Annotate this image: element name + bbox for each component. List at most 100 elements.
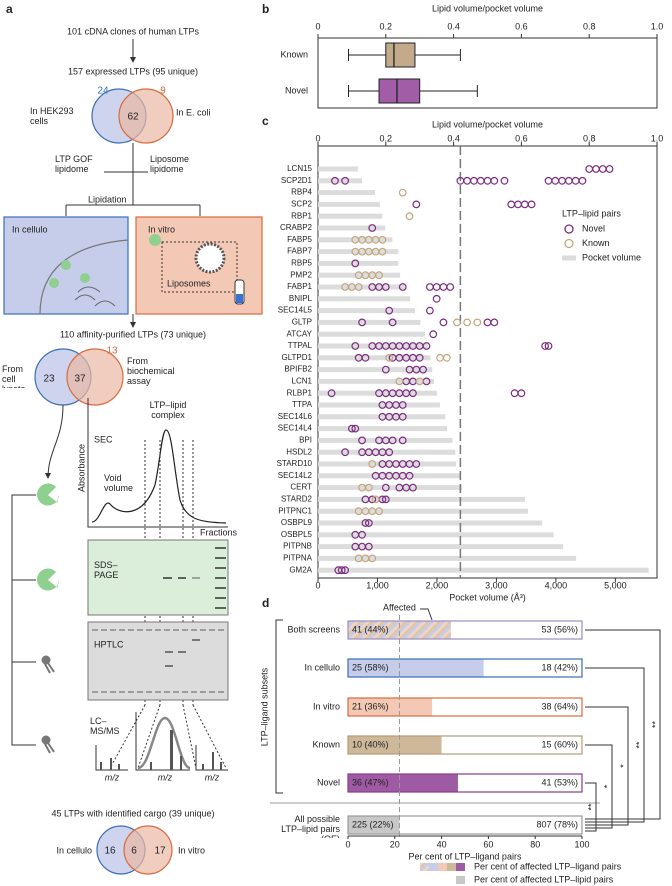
significance-label: * bbox=[602, 784, 612, 788]
data-point bbox=[375, 271, 383, 280]
x-tick-label: 0.8 bbox=[583, 21, 596, 31]
data-point bbox=[381, 495, 390, 504]
data-point bbox=[527, 200, 536, 209]
liposome bbox=[194, 242, 226, 274]
venn-label: In HEK293 cells bbox=[30, 106, 74, 126]
bar-outline bbox=[347, 773, 583, 793]
y-tick-label: Both screens bbox=[287, 624, 340, 634]
panel-label: c bbox=[262, 114, 269, 128]
data-point bbox=[605, 165, 614, 173]
mz-label: m/z bbox=[205, 772, 220, 782]
data-point bbox=[368, 224, 377, 232]
x-tick-label: 60 bbox=[483, 839, 493, 849]
bar-outline bbox=[347, 658, 583, 678]
data-point bbox=[425, 306, 434, 315]
data-point bbox=[473, 318, 482, 327]
hptlc-label: HPTLC bbox=[94, 639, 124, 649]
bar-outline bbox=[347, 697, 583, 717]
step-text: 45 LTPs with identified cargo (39 unique… bbox=[52, 808, 215, 818]
data-point bbox=[571, 176, 580, 185]
bar-outline bbox=[347, 620, 583, 640]
data-point bbox=[432, 294, 441, 303]
complex-label: LTP–lipid complex bbox=[150, 400, 187, 420]
significance-label: ** bbox=[586, 803, 596, 811]
pocket-bar bbox=[318, 473, 461, 479]
data-point bbox=[364, 483, 373, 492]
data-point bbox=[354, 283, 363, 291]
ltp-icon bbox=[49, 278, 59, 288]
legend-swatch bbox=[420, 863, 429, 871]
charts: b Lipid volume/pocket volume 0 0.2 0.4 0.6 0.8… bbox=[259, 2, 663, 884]
y-tick-label: Known bbox=[280, 49, 308, 59]
venn-label-text: From biochemical assay bbox=[127, 356, 175, 386]
sds-page-box bbox=[87, 539, 229, 616]
pocket-bar bbox=[318, 225, 386, 231]
data-point bbox=[490, 176, 499, 185]
y-tick-label: Known bbox=[312, 739, 340, 749]
x-tick-label: 0 bbox=[315, 580, 320, 590]
value-label: 36 (47%) bbox=[352, 777, 389, 787]
organelle bbox=[74, 286, 116, 307]
significance-bracket bbox=[585, 744, 613, 829]
data-point bbox=[483, 176, 492, 185]
sds-label: SDS–PAGE bbox=[94, 560, 118, 580]
x2-tick-label: 0.6 bbox=[515, 133, 528, 143]
box-label: In vitro bbox=[148, 224, 175, 234]
data-point bbox=[368, 495, 377, 504]
data-point bbox=[327, 389, 336, 398]
y-tick-label: STARD10 bbox=[277, 459, 313, 468]
bar-unaffected bbox=[483, 659, 582, 677]
lipidome-text: LTP GOF lipidome bbox=[55, 154, 93, 174]
legend-swatch bbox=[438, 863, 447, 871]
data-point bbox=[453, 318, 461, 327]
data-point bbox=[558, 176, 566, 185]
legend-label: Pocket volume bbox=[582, 252, 641, 262]
value-label: 41 (53%) bbox=[541, 777, 578, 787]
data-point bbox=[470, 176, 478, 185]
y-tick-label: OSBPL5 bbox=[281, 530, 313, 539]
data-point bbox=[425, 283, 434, 291]
ms-peaks bbox=[100, 730, 222, 770]
data-point bbox=[507, 200, 516, 209]
legend-title: LTP–lipid pairs bbox=[562, 208, 621, 218]
pocket-bar bbox=[318, 555, 577, 561]
data-point bbox=[432, 283, 441, 291]
y-tick-label: OSBPL9 bbox=[281, 518, 313, 527]
value-label: 10 (40%) bbox=[352, 739, 389, 749]
data-point bbox=[514, 200, 522, 209]
data-point bbox=[436, 353, 444, 362]
significance-label: * bbox=[618, 764, 628, 768]
y-tick-label: FABP1 bbox=[287, 282, 312, 291]
data-point bbox=[405, 212, 414, 221]
data-point bbox=[439, 318, 448, 327]
pocket-bar bbox=[318, 485, 462, 491]
legend-label: Novel bbox=[582, 223, 605, 233]
y-tick-label: BNIPL bbox=[289, 294, 313, 303]
data-point bbox=[398, 188, 407, 197]
data-point bbox=[381, 365, 390, 374]
y-tick-label: BPI bbox=[299, 436, 312, 445]
ltp-icon bbox=[37, 568, 59, 591]
box bbox=[385, 42, 416, 68]
venn-count: 9 bbox=[160, 86, 166, 97]
significance-label: ** bbox=[634, 741, 644, 749]
sec-axes bbox=[87, 398, 228, 528]
data-point bbox=[415, 377, 424, 386]
pocket-bar bbox=[318, 190, 376, 196]
data-point bbox=[544, 176, 553, 185]
void-label-text: Void volume bbox=[104, 473, 134, 493]
value-label: 21 (36%) bbox=[352, 701, 389, 711]
legend-swatch bbox=[456, 863, 465, 871]
venn-label: From cell lysate bbox=[2, 364, 26, 388]
sec-label: SEC bbox=[94, 434, 113, 444]
data-point bbox=[483, 318, 492, 327]
data-point bbox=[378, 235, 387, 244]
bar-unaffected bbox=[450, 621, 582, 639]
y-tick-label: TTPAL bbox=[288, 341, 313, 350]
pocket-bar bbox=[318, 426, 448, 432]
value-label: 38 (64%) bbox=[541, 701, 578, 711]
bar-unaffected bbox=[399, 816, 582, 834]
data-point bbox=[348, 424, 356, 433]
annotation-leader bbox=[420, 608, 433, 621]
bar-affected bbox=[348, 736, 442, 754]
